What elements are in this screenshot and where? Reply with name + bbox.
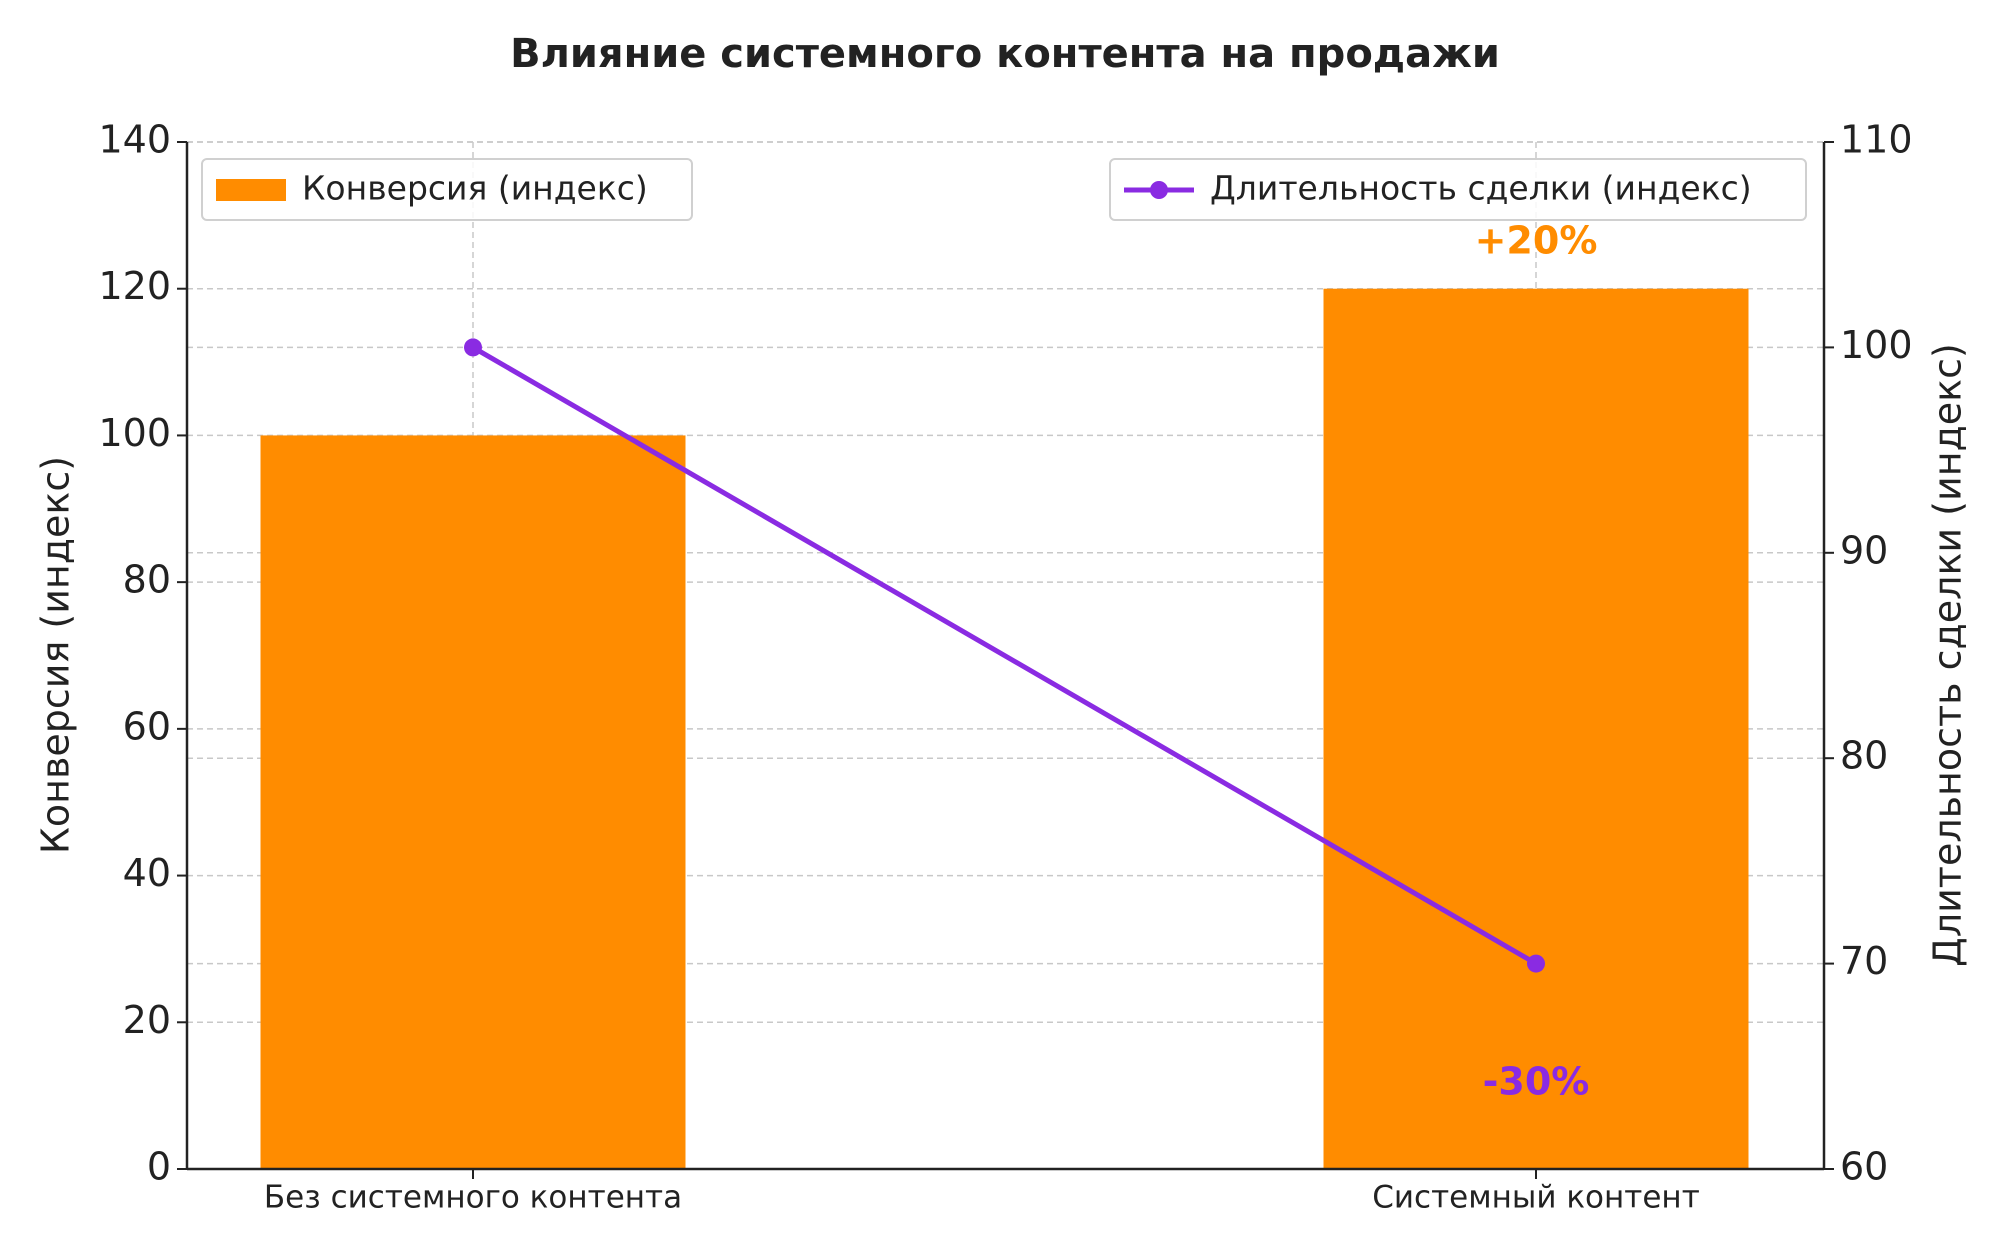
bar — [260, 435, 686, 1169]
y2-tick-label: 60 — [1840, 1145, 1888, 1189]
axes: 0 20 40 60 80 100 120 140 60 70 80 90 100 110 Без сист… — [98, 118, 1912, 1216]
y2-tick-label: 100 — [1840, 323, 1913, 367]
y-tick-label: 20 — [123, 998, 171, 1042]
y2-axis-label: Длительность сделки (индекс) — [1926, 343, 1970, 967]
y2-tick-label: 90 — [1840, 528, 1888, 572]
bar — [1323, 288, 1749, 1169]
legend-box — [1109, 158, 1807, 221]
x-tick-label: Без системного контента — [264, 1180, 682, 1216]
y-tick-label: 60 — [123, 704, 171, 748]
point — [464, 338, 482, 357]
y-axis-label: Конверсия (индекс) — [34, 456, 78, 854]
line — [471, 345, 1538, 966]
y-tick-label: 40 — [123, 851, 171, 895]
marks — [260, 288, 1749, 1169]
y2-tick-label: 110 — [1840, 118, 1913, 162]
y-tick-label: 140 — [98, 118, 171, 162]
y2-tick-label: 70 — [1840, 939, 1888, 983]
y-tick-label: 120 — [98, 264, 171, 308]
annotation: -30% — [1483, 1060, 1590, 1104]
legend-box — [201, 158, 693, 221]
legend-label: Конверсия (индекс) — [302, 169, 648, 208]
legend-swatch — [216, 179, 286, 201]
x-tick-label: Системный контент — [1372, 1180, 1700, 1216]
y-tick-label: 80 — [123, 558, 171, 602]
point — [1527, 954, 1545, 973]
y-tick-label: 0 — [147, 1145, 171, 1189]
y2-tick-label: 80 — [1840, 734, 1888, 778]
legend-swatch — [1150, 181, 1168, 199]
y-tick-label: 100 — [98, 411, 171, 455]
annotation: +20% — [1475, 219, 1598, 263]
chart-title: Влияние системного контента на продажи — [510, 31, 1500, 77]
legend-label: Длительность сделки (индекс) — [1210, 169, 1752, 208]
